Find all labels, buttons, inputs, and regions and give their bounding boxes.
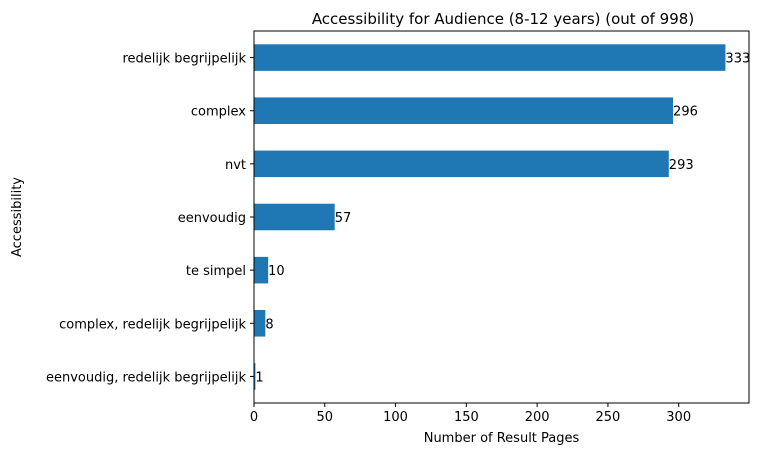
data-label-6: 1 [255, 370, 263, 385]
bar-1 [254, 97, 674, 124]
y-tick-label-4: te simpel [186, 264, 246, 279]
x-axis: 0 50 100 150 200 250 300 [250, 403, 691, 425]
data-label-5: 8 [265, 317, 273, 332]
y-axis: redelijk begrijpelijk complex nvt eenvoudig… [46, 52, 254, 385]
y-tick-label-2: nvt [225, 158, 246, 173]
y-axis-label: Accessibility [10, 177, 25, 257]
y-tick-label-5: complex, redelijk begrijpelijk [59, 317, 246, 332]
bars-group [254, 44, 726, 390]
data-labels-group: 333 296 293 57 10 8 1 [255, 52, 750, 386]
x-tick-label-5: 250 [596, 410, 621, 425]
bar-5 [254, 310, 266, 337]
x-tick-label-4: 200 [525, 410, 550, 425]
data-label-0: 333 [725, 52, 750, 67]
x-tick-label-1: 50 [317, 410, 334, 425]
x-tick-label-0: 0 [250, 410, 258, 425]
y-tick-label-1: complex [191, 105, 246, 120]
y-tick-label-3: eenvoudig [178, 211, 246, 226]
x-tick-label-6: 300 [666, 410, 691, 425]
data-label-3: 57 [335, 211, 352, 226]
x-tick-label-2: 100 [383, 410, 408, 425]
chart-title: Accessibility for Audience (8-12 years) … [312, 10, 694, 28]
x-axis-label: Number of Result Pages [424, 431, 580, 446]
data-label-1: 296 [673, 105, 698, 120]
bar-4 [254, 256, 269, 284]
data-label-4: 10 [268, 264, 285, 279]
plot-frame [253, 30, 750, 404]
bar-0 [254, 44, 726, 71]
bar-2 [254, 150, 669, 178]
data-label-2: 293 [669, 158, 694, 173]
y-tick-label-6: eenvoudig, redelijk begrijpelijk [46, 370, 246, 385]
y-tick-label-0: redelijk begrijpelijk [123, 52, 247, 67]
bar-3 [254, 203, 335, 231]
bar-6 [254, 363, 256, 390]
x-tick-label-3: 150 [454, 410, 479, 425]
